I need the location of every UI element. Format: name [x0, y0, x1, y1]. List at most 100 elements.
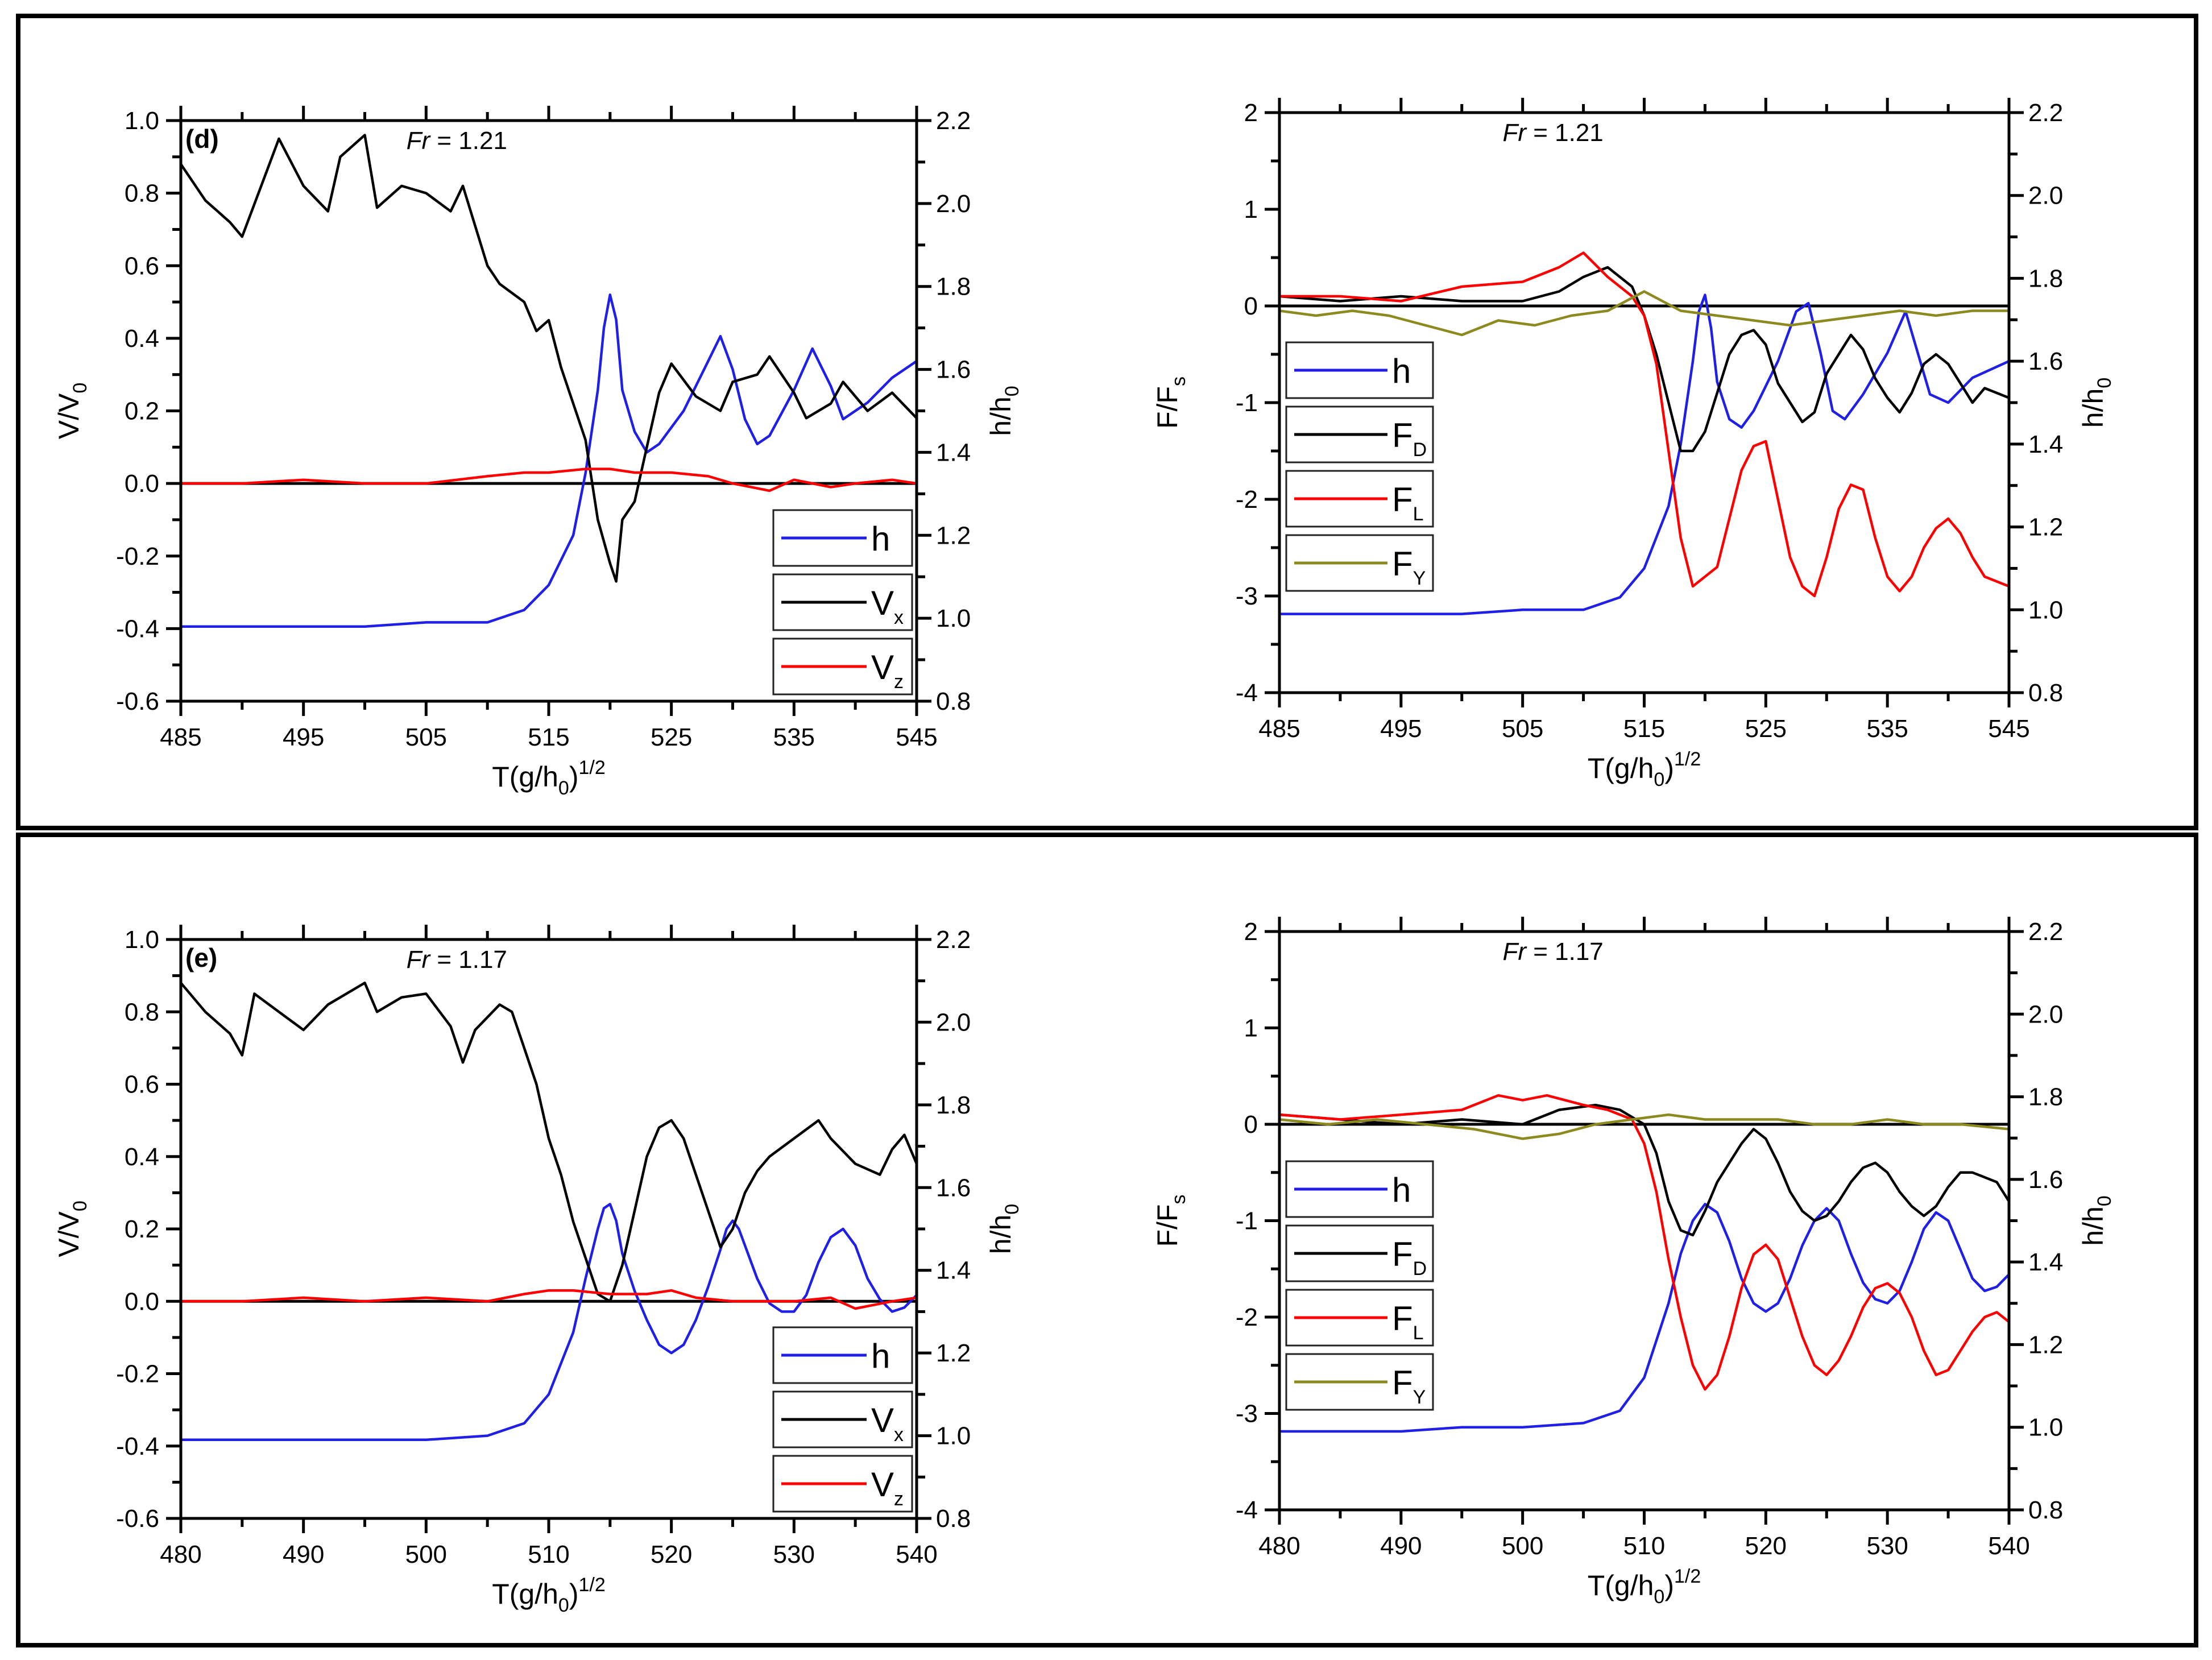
legend-label: FD — [1392, 416, 1427, 461]
y2-tick-label: 1.4 — [2028, 1248, 2063, 1276]
legend-item-h: h — [772, 1326, 913, 1384]
y-tick-label: -0.2 — [116, 543, 159, 570]
series-fl-line — [1279, 1094, 2009, 1391]
y2-tick-label: 1.2 — [936, 521, 971, 549]
panel-e-force: 480 490 500 510 520 530 540 -4 -3 -2 -1 0 1 2 0.8 1.0 1.… — [1151, 917, 2115, 1608]
y2-tick-label: 1.4 — [2028, 430, 2063, 458]
y-axis-label-main: F/F — [1151, 386, 1183, 429]
y2-axis-label-sub: 0 — [2094, 1195, 2115, 1206]
legend-item-vx: Vx — [772, 1390, 913, 1448]
x-tick-label: 500 — [1502, 1532, 1543, 1560]
y-tick-label: 0.0 — [125, 1288, 159, 1315]
y-tick-label: -0.6 — [116, 1505, 159, 1533]
x-axis-label-sup: 1/2 — [579, 757, 606, 779]
legend-label: FY — [1392, 1364, 1426, 1408]
froude-value: = 1.21 — [1526, 119, 1604, 147]
legend-item-fl: FL — [1285, 470, 1434, 528]
legend-item-h: h — [772, 509, 913, 567]
x-tick-label: 505 — [405, 723, 447, 751]
legend-label-main: h — [1392, 352, 1411, 390]
legend-label-main: F — [1392, 1235, 1413, 1273]
series-group — [181, 982, 917, 1442]
series-vx-line — [181, 982, 917, 1303]
panel-d-velocity: 485 495 505 515 525 535 545 -0.6 -0.4 -0.2 0.0 0.2 0… — [53, 106, 1023, 799]
y2-tick-label: 1.6 — [936, 356, 971, 384]
y-tick-label: 2 — [1244, 918, 1258, 946]
panels: 485 495 505 515 525 535 545 -0.6 -0.4 -0.2 0.0 0.2 0… — [53, 98, 2115, 1616]
y2-tick-label: 0.8 — [936, 1505, 971, 1533]
y2-tick-label: 2.2 — [2028, 918, 2063, 946]
x-tick-label: 535 — [773, 723, 815, 751]
series-group — [1279, 1094, 2009, 1433]
froude-value: = 1.21 — [430, 127, 507, 155]
legend-label: Vz — [871, 648, 904, 693]
froude-annotation: Fr = 1.21 — [1502, 119, 1603, 147]
y-axis-label-sub: 0 — [69, 383, 91, 394]
y-axis-label: F/Fs — [1151, 376, 1190, 429]
x-tick-label: 515 — [528, 723, 569, 751]
y-tick-label: -2 — [1236, 1303, 1258, 1331]
series-fy-line — [1279, 290, 2009, 337]
y2-tick-label: 1.2 — [2028, 1331, 2063, 1359]
y-tick-label: 0.0 — [125, 470, 159, 498]
y-axis-label-sub: 0 — [69, 1201, 91, 1211]
series-fy-line — [1279, 1113, 2009, 1140]
legend-item-fl: FL — [1285, 1289, 1434, 1347]
x-tick-label: 545 — [896, 723, 937, 751]
y-axis-label: F/Fs — [1151, 1195, 1190, 1247]
y-tick-label: 0.8 — [125, 998, 159, 1026]
legend-label: FL — [1392, 481, 1424, 525]
legend-label-sub: Y — [1413, 568, 1426, 589]
legend-label-sub: z — [894, 1488, 904, 1510]
x-tick-label: 525 — [1745, 715, 1787, 743]
legend-label: h — [1392, 1171, 1411, 1209]
y2-tick-label: 1.6 — [936, 1174, 971, 1202]
froude-value: = 1.17 — [1526, 938, 1604, 966]
y2-tick-label: 2.0 — [936, 190, 971, 218]
y-tick-label: 0.4 — [125, 1143, 159, 1171]
series-h-line — [1279, 1203, 2009, 1433]
y2-tick-label: 0.8 — [2028, 1496, 2063, 1524]
y2-tick-label: 2.2 — [936, 926, 971, 954]
legend-label-main: F — [1392, 545, 1413, 583]
froude-value: = 1.17 — [430, 946, 507, 974]
froude-symbol: Fr — [407, 946, 432, 974]
y-tick-label: -3 — [1236, 582, 1258, 610]
x-tick-label: 520 — [651, 1541, 692, 1568]
x-axis-label-close: ) — [1664, 752, 1674, 784]
y2-tick-label: 1.2 — [936, 1339, 971, 1367]
legend-label-main: F — [1392, 481, 1413, 519]
legend-label-sub: L — [1413, 1322, 1424, 1344]
x-tick-label: 540 — [896, 1541, 937, 1568]
y-tick-label: -3 — [1236, 1400, 1258, 1428]
y-tick-label: -0.2 — [116, 1360, 159, 1388]
y2-tick-label: 2.0 — [2028, 182, 2063, 210]
row-e-frame — [16, 833, 2198, 1647]
y-tick-label: -0.4 — [116, 615, 159, 643]
y2-axis-label-main: h/h — [985, 1215, 1017, 1255]
legend-label: h — [871, 1337, 890, 1375]
y-tick-label: 0.4 — [125, 325, 159, 353]
x-axis-label-main: T(g/h — [492, 761, 558, 793]
legend-label-main: V — [871, 1401, 894, 1439]
froude-annotation: Fr = 1.21 — [407, 127, 507, 155]
legend-label: h — [871, 520, 890, 558]
legend-label-sub: D — [1413, 439, 1427, 461]
x-tick-label: 530 — [773, 1541, 815, 1568]
y2-tick-label: 1.8 — [2028, 264, 2063, 292]
y-tick-label: 0.2 — [125, 1215, 159, 1243]
froude-annotation: Fr = 1.17 — [1502, 938, 1603, 966]
x-tick-label: 480 — [1258, 1532, 1300, 1560]
y-tick-label: 1.0 — [125, 926, 159, 954]
y2-tick-label: 1.0 — [2028, 1414, 2063, 1442]
y-tick-label: 0.6 — [125, 1071, 159, 1099]
row-d-frame — [16, 14, 2198, 830]
x-axis-label-main: T(g/h — [492, 1578, 558, 1610]
y2-tick-label: 1.0 — [936, 1422, 971, 1450]
legend-label-sub: L — [1413, 503, 1424, 525]
y-axis-label-main: V/V — [53, 1211, 85, 1257]
y2-tick-label: 1.4 — [936, 1257, 971, 1285]
